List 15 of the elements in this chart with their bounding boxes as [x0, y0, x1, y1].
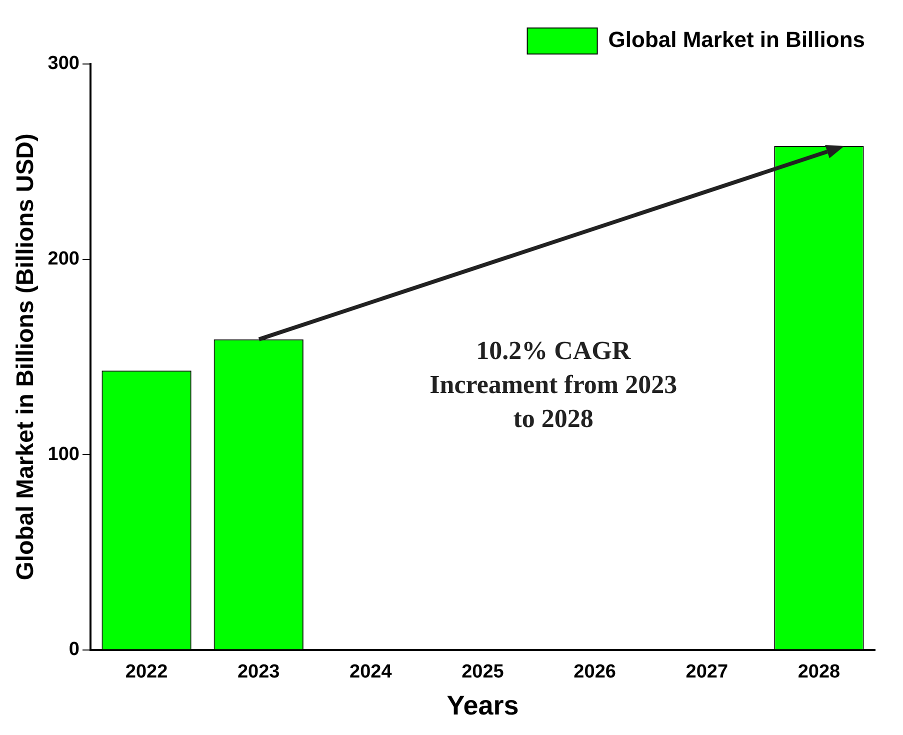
x-tick-label: 2024 — [350, 661, 392, 682]
x-axis-title: Years — [446, 690, 519, 720]
y-tick-label: 300 — [48, 53, 80, 74]
annotation: 10.2% CAGR Increament from 2023 to 2028 — [430, 336, 678, 433]
y-tick-label: 200 — [48, 248, 80, 270]
x-tick-label: 2022 — [125, 661, 168, 682]
y-tick-label: 0 — [68, 639, 80, 660]
x-tick-label: 2026 — [574, 661, 616, 682]
x-tick-label: 2028 — [798, 661, 840, 682]
x-tick-label: 2025 — [462, 661, 504, 682]
legend-label: Global Market in Billions — [608, 27, 866, 52]
y-axis-title: Global Market in Billions (Billions USD) — [12, 134, 40, 580]
y-tick-label: 100 — [48, 444, 80, 465]
x-tick-label: 2027 — [686, 661, 728, 682]
x-tick-label: 2023 — [237, 661, 280, 682]
